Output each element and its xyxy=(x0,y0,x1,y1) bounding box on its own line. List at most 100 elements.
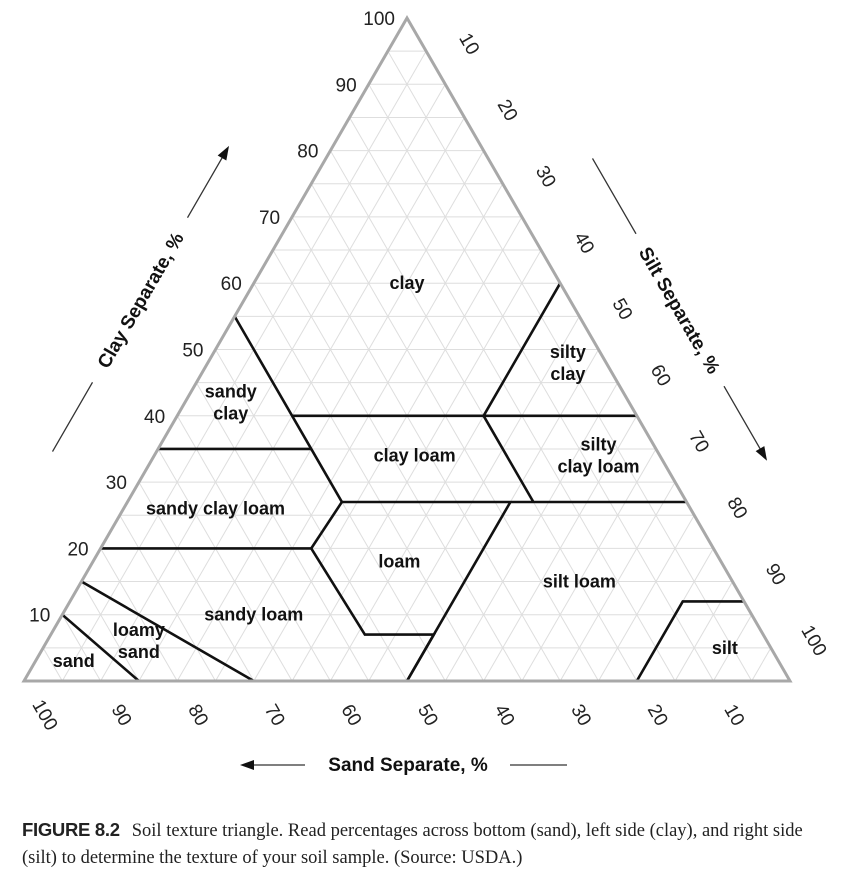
silt-tick-label: 10 xyxy=(454,30,483,59)
region-label: sandy clay xyxy=(205,382,257,424)
sand-axis-title: Sand Separate, % xyxy=(328,755,488,776)
clay-tick-label: 80 xyxy=(297,142,318,163)
grid-line-silt xyxy=(444,382,619,682)
region-label-line: loamy xyxy=(113,620,165,640)
region-label: sandy loam xyxy=(204,605,303,625)
region-label: sandy clay loam xyxy=(146,499,285,519)
silt-tick-label: 90 xyxy=(761,560,790,589)
region-label-line: sandy loam xyxy=(204,605,303,625)
grid-line-silt xyxy=(559,481,676,682)
clay-tick-label: 90 xyxy=(336,75,357,96)
grid-line-sand xyxy=(81,581,140,682)
caption-text: Soil texture triangle. Read percentages … xyxy=(22,821,803,868)
clay-tick-label: 10 xyxy=(29,606,50,627)
clay-tick-label: 30 xyxy=(106,473,127,494)
grid-line-sand xyxy=(195,382,370,682)
clay-tick-label: 20 xyxy=(67,539,88,560)
grid-line-silt xyxy=(291,249,542,682)
region-label: silt xyxy=(712,638,738,658)
silt-tick-label: 50 xyxy=(608,295,637,324)
region-label-line: sand xyxy=(53,651,95,671)
silt-axis-arrow-line xyxy=(723,385,764,454)
figure-caption: FIGURE 8.2 Soil texture triangle. Read pe… xyxy=(22,816,842,872)
region-label-line: silty xyxy=(580,435,616,455)
class-boundary xyxy=(482,282,562,417)
sand-tick-label: 50 xyxy=(413,701,442,730)
grid-line-silt xyxy=(751,647,772,682)
region-label-line: clay xyxy=(213,404,248,424)
sand-tick-label: 90 xyxy=(107,701,136,730)
class-boundary xyxy=(61,613,140,682)
silt-tick-label: 40 xyxy=(569,229,598,258)
clay-axis-arrow-line xyxy=(186,152,226,219)
region-label-line: clay xyxy=(550,364,585,384)
grid-line-silt xyxy=(138,117,465,682)
class-boundary xyxy=(405,501,512,682)
region-label: loam xyxy=(378,552,420,572)
class-boundary xyxy=(80,580,255,683)
grid-line-silt xyxy=(483,415,638,682)
sand-tick-label: 40 xyxy=(490,701,519,730)
grid-line-sand xyxy=(387,50,753,682)
silt-axis-title: Silt Separate, % xyxy=(634,244,724,378)
clay-axis-line xyxy=(51,381,94,452)
grid-line-sand xyxy=(349,117,676,682)
silt-tick-label: 60 xyxy=(646,361,675,390)
grid-line-silt xyxy=(598,514,695,682)
grid-line-sand xyxy=(272,249,523,682)
triangle-outline xyxy=(21,15,793,683)
region-label-line: clay xyxy=(389,273,424,293)
class-boundary xyxy=(482,415,535,503)
grid-line-sand xyxy=(215,349,408,682)
region-label-line: loam xyxy=(378,552,420,572)
class-boundary xyxy=(233,315,344,550)
silt-tick-label: 20 xyxy=(493,96,522,125)
sand-axis-label: Sand Separate, % xyxy=(240,755,567,776)
grid-line-sand xyxy=(157,448,293,682)
sand-tick-label: 30 xyxy=(566,701,595,730)
sand-tick-label: 70 xyxy=(260,701,289,730)
region-label: silt loam xyxy=(543,572,616,592)
soil-texture-triangle: 10 20 30 40 50 60 70 80 90 100 10 20 30 40 50 60 70 80 90 1… xyxy=(21,9,830,776)
silt-tick-label: 80 xyxy=(722,494,751,523)
clay-tick-label: 100 xyxy=(363,9,395,30)
region-label: loamy sand xyxy=(113,620,165,662)
sand-tick-label: 10 xyxy=(719,701,748,730)
clay-tick-label: 40 xyxy=(144,407,165,428)
sand-tick-label: 100 xyxy=(27,696,61,734)
region-label: silty clay xyxy=(550,342,586,384)
grid-line-sand xyxy=(310,183,599,682)
silt-tick-label: 30 xyxy=(531,162,560,191)
region-label-line: sandy clay loam xyxy=(146,499,285,519)
region-label-line: sandy xyxy=(205,382,257,402)
arrow-icon xyxy=(217,145,229,161)
grid-line-sand xyxy=(138,481,255,682)
grid-line-silt xyxy=(521,448,657,682)
region-label-line: silt loam xyxy=(543,572,616,592)
sand-tick-label: 80 xyxy=(183,701,212,730)
region-label: silty clay loam xyxy=(557,435,639,477)
region-label-line: clay loam xyxy=(557,457,639,477)
clay-tick-label: 50 xyxy=(182,341,203,362)
clay-tick-label: 60 xyxy=(221,274,242,295)
grid-line-sand xyxy=(119,514,216,682)
grid-line-sand xyxy=(42,647,63,682)
grid-line-silt xyxy=(61,50,427,682)
sand-tick-label: 20 xyxy=(643,701,672,730)
arrow-icon xyxy=(755,446,767,461)
silt-tick-label: 100 xyxy=(796,622,830,660)
region-label-line: sand xyxy=(118,642,160,662)
clay-axis-title: Clay Separate, % xyxy=(94,229,189,372)
grid-line-silt xyxy=(712,614,753,682)
grid-line-silt xyxy=(674,581,733,682)
region-label-line: silty xyxy=(550,342,586,362)
clay-tick-label: 70 xyxy=(259,208,280,229)
region-label: clay loam xyxy=(374,446,456,466)
silt-tick-label: 70 xyxy=(684,428,713,457)
region-label: clay xyxy=(389,273,424,293)
arrow-icon xyxy=(240,760,254,770)
region-label: sand xyxy=(53,651,95,671)
grid-line-silt xyxy=(368,316,580,682)
grid-line-sand xyxy=(61,614,102,682)
